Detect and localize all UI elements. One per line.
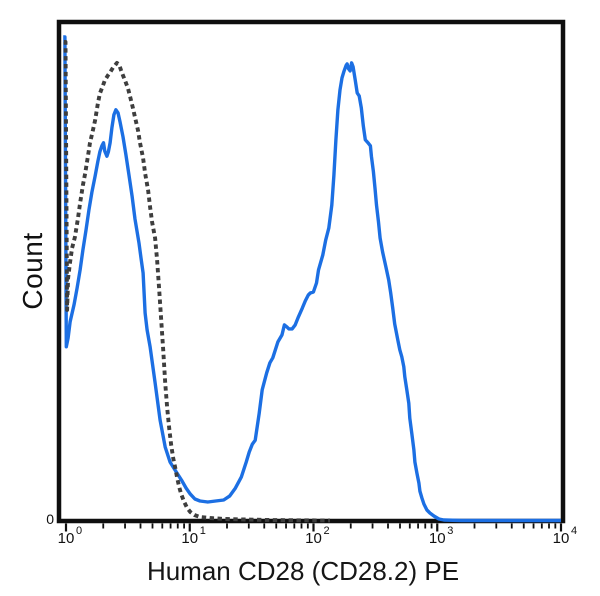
x-tick-exponent: 3 bbox=[447, 525, 453, 537]
x-tick-label: 10 bbox=[553, 530, 570, 547]
x-tick-label: 10 bbox=[58, 530, 75, 547]
series-blue-solid-stained-sample bbox=[63, 35, 561, 523]
x-tick-exponent: 1 bbox=[200, 525, 206, 537]
plot-frame bbox=[56, 19, 566, 524]
x-tick-label: 10 bbox=[429, 530, 446, 547]
x-tick-exponent: 4 bbox=[571, 525, 577, 537]
x-tick-label: 10 bbox=[305, 530, 322, 547]
x-tick-exponent: 0 bbox=[76, 525, 82, 537]
x-tick-exponent: 2 bbox=[324, 525, 330, 537]
x-tick-label: 10 bbox=[181, 530, 198, 547]
x-axis-title: Human CD28 (CD28.2) PE bbox=[146, 556, 460, 586]
y-axis-zero-label: 0 bbox=[46, 511, 54, 527]
y-axis-title: Count bbox=[17, 232, 48, 310]
series-dark-dashed-isotype-control bbox=[63, 40, 331, 523]
